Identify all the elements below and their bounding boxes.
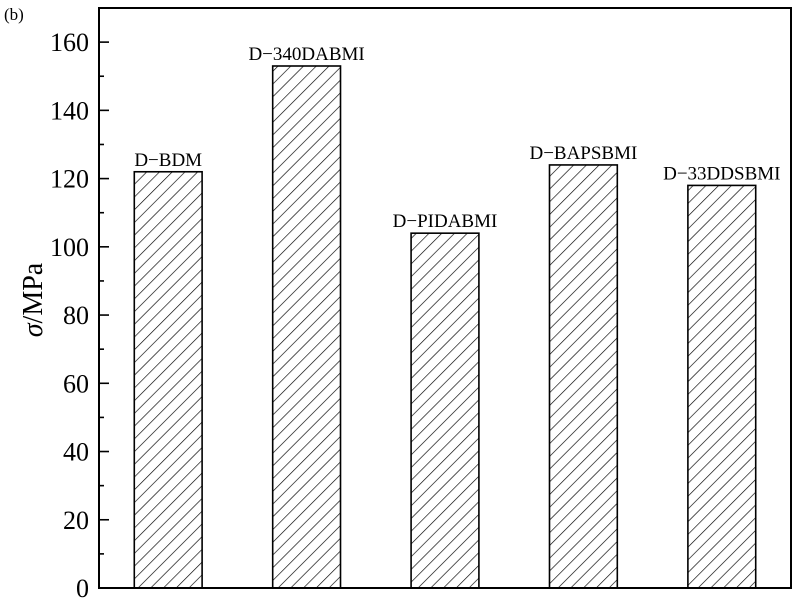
y-tick-label: 140 [50, 96, 89, 125]
bar [687, 184, 757, 589]
y-axis-symbol: σ [18, 322, 49, 337]
y-tick-label: 100 [50, 233, 89, 262]
y-tick-label: 80 [63, 301, 89, 330]
bar-category-label: D−33DDSBMI [663, 163, 780, 184]
bar [410, 232, 480, 589]
y-axis-unit: /MPa [18, 262, 49, 323]
bar-labels: D−BDM D−340DABMI D−PIDABMI D−BAPSBMI D−33DDS… [134, 44, 780, 232]
y-tick-label: 160 [50, 28, 89, 57]
panel-label: (b) [4, 5, 24, 24]
y-axis-label: σ/MPa [18, 262, 49, 337]
bars [133, 65, 757, 589]
bar [133, 170, 203, 589]
bar [271, 65, 342, 589]
y-tick-label: 60 [63, 369, 89, 398]
bar-category-label: D−340DABMI [248, 44, 364, 65]
bar-category-label: D−BDM [134, 150, 202, 171]
y-tick-label: 120 [50, 165, 89, 194]
plot-frame [98, 7, 792, 589]
y-tick-label: 20 [63, 506, 89, 535]
y-tick-label: 40 [63, 438, 89, 467]
bar-category-label: D−PIDABMI [393, 211, 498, 232]
bar [548, 164, 619, 589]
bar-category-label: D−BAPSBMI [529, 143, 637, 164]
y-axis-ticks: 0 20 40 60 80 100 120 140 160 [50, 7, 109, 603]
y-tick-label: 0 [76, 574, 89, 603]
